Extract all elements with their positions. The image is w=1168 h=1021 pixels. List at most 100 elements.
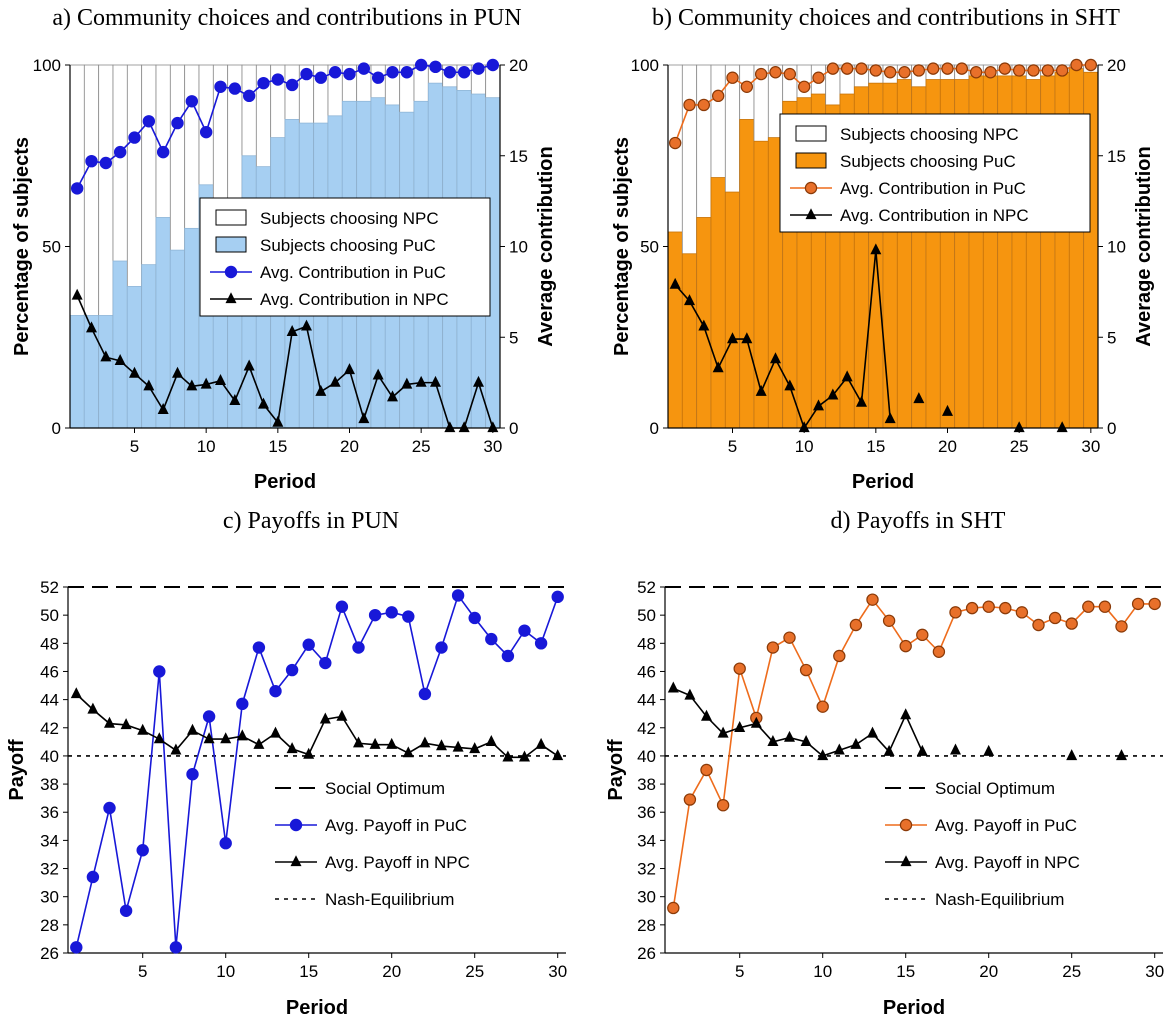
point-c-1-10 <box>219 837 232 850</box>
x-tick-label-c-30: 30 <box>548 962 567 981</box>
y2-tick-label-b-5: 5 <box>1107 328 1116 347</box>
point-d-1-5 <box>733 662 746 675</box>
y-tick-label-d-36: 36 <box>637 803 656 822</box>
point-d-1-8 <box>783 631 796 644</box>
point-b-3-11 <box>813 399 824 411</box>
point-d-2-10 <box>817 749 829 761</box>
point-b-2-23 <box>984 66 997 79</box>
point-c-1-3 <box>103 801 116 815</box>
y-tick-label-c-26: 26 <box>40 944 59 963</box>
x-tick-label-b-5: 5 <box>728 437 737 456</box>
point-d-2-6 <box>750 716 762 728</box>
point-a-3-29 <box>473 375 484 387</box>
point-c-2-4 <box>120 718 132 730</box>
point-a-2-15 <box>271 73 285 86</box>
y-axis-label-b: Percentage of subjects <box>611 137 633 356</box>
point-b-2-7 <box>754 67 768 81</box>
point-c-2-30 <box>552 749 564 761</box>
point-d-1-30 <box>1148 597 1161 611</box>
point-c-1-21 <box>402 610 415 623</box>
legend-label-b-1: Subjects choosing PuC <box>840 152 1016 171</box>
point-d-1-20 <box>982 600 995 613</box>
legend-swatch-a-1 <box>215 236 247 253</box>
y2-tick-label-a-15: 15 <box>509 147 528 166</box>
point-c-1-15 <box>302 638 315 651</box>
x-tick-label-c-25: 25 <box>465 962 484 981</box>
y-tick-label-c-44: 44 <box>40 691 59 710</box>
legend-c: Social Optimum Avg. Payoff in PuC Avg. Pay… <box>275 779 470 909</box>
legend-label-d-3: Nash-Equilibrium <box>935 890 1064 909</box>
chart-panel-c: c) Payoffs in PUN 5 10 15 20 25 30 26 28 30 32 34 36… <box>6 508 567 1019</box>
point-d-1-25 <box>1065 617 1078 630</box>
legend-swatch-marker-b-3 <box>805 208 817 220</box>
bar-puc-a-5 <box>126 286 143 429</box>
point-b-2-22 <box>969 66 983 79</box>
chart-title-b: b) Community choices and contributions i… <box>652 5 1120 31</box>
point-a-3-12 <box>229 393 241 405</box>
point-c-2-14 <box>286 742 298 754</box>
legend-swatch-b-0 <box>795 125 827 142</box>
y-tick-label-c-38: 38 <box>40 775 59 794</box>
point-c-2-18 <box>353 736 364 748</box>
point-b-3-16 <box>884 412 896 424</box>
point-c-1-8 <box>186 768 199 781</box>
point-a-2-30 <box>486 58 500 72</box>
point-c-2-13 <box>270 726 281 738</box>
point-b-3-7 <box>755 384 767 396</box>
point-d-1-3 <box>700 763 713 777</box>
point-c-1-1 <box>70 941 83 954</box>
y2-tick-label-b-15: 15 <box>1107 147 1126 166</box>
bar-puc-b-5 <box>724 191 741 429</box>
point-a-3-9 <box>186 379 198 391</box>
y-tick-label-b-0: 0 <box>650 419 659 438</box>
point-c-1-5 <box>136 844 149 857</box>
point-a-2-14 <box>257 76 270 90</box>
point-a-2-16 <box>285 78 299 92</box>
x-tick-label-b-15: 15 <box>866 437 885 456</box>
point-d-2-5 <box>734 720 746 732</box>
point-b-2-12 <box>826 62 840 75</box>
y-axis-label-a: Percentage of subjects <box>11 137 33 356</box>
x-tick-label-b-20: 20 <box>938 437 957 456</box>
point-a-3-24 <box>401 377 413 389</box>
y-tick-label-d-52: 52 <box>637 578 656 597</box>
y-tick-label-d-34: 34 <box>637 831 656 850</box>
point-b-3-15 <box>870 243 882 255</box>
point-c-1-11 <box>236 697 249 711</box>
point-a-3-17 <box>301 319 312 331</box>
point-c-2-22 <box>419 736 431 748</box>
point-c-1-19 <box>368 608 382 622</box>
point-d-2-14 <box>883 744 895 756</box>
point-d-1-18 <box>949 606 962 619</box>
bar-puc-a-4 <box>112 260 128 429</box>
point-d-1-23 <box>1032 618 1045 632</box>
point-c-2-29 <box>535 737 547 749</box>
legend-label-a-2: Avg. Contribution in PuC <box>260 263 446 282</box>
x-tick-label-d-5: 5 <box>735 962 744 981</box>
point-a-3-7 <box>157 403 169 415</box>
point-c-1-26 <box>485 632 498 646</box>
point-c-2-28 <box>519 750 530 762</box>
y2-tick-label-a-5: 5 <box>509 328 518 347</box>
point-a-2-10 <box>199 125 213 139</box>
legend-label-b-3: Avg. Contribution in NPC <box>840 206 1029 225</box>
point-c-1-22 <box>418 687 432 701</box>
point-a-2-12 <box>228 82 242 95</box>
point-a-2-28 <box>457 66 471 79</box>
point-a-2-26 <box>429 60 442 74</box>
bar-puc-a-6 <box>141 264 157 429</box>
y2-tick-label-b-0: 0 <box>1107 419 1116 438</box>
point-a-2-5 <box>128 131 141 144</box>
point-b-2-16 <box>883 66 897 79</box>
legend-label-b-2: Avg. Contribution in PuC <box>840 179 1026 198</box>
legend-swatch-marker-d-2 <box>900 855 912 867</box>
x-tick-label-b-10: 10 <box>795 437 814 456</box>
point-a-2-8 <box>171 116 184 130</box>
y-tick-label-d-48: 48 <box>637 634 656 653</box>
point-a-2-2 <box>85 154 98 168</box>
point-a-2-1 <box>70 182 84 195</box>
x-tick-label-b-30: 30 <box>1081 437 1100 456</box>
y-tick-label-d-30: 30 <box>637 888 656 907</box>
point-a-2-17 <box>300 67 313 81</box>
point-c-2-17 <box>336 709 348 721</box>
